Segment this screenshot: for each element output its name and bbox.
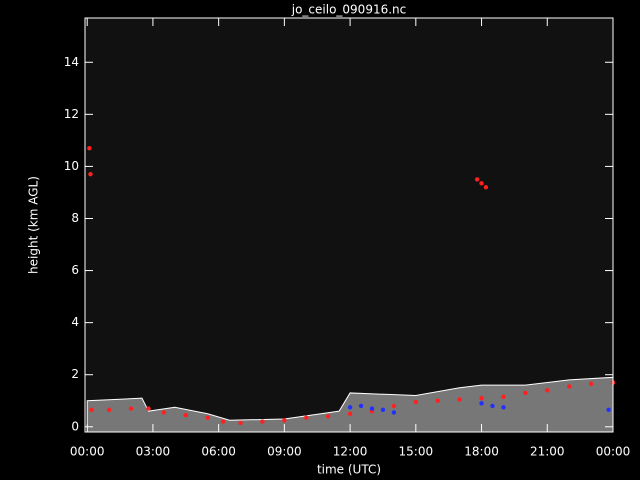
detection-point (106, 407, 112, 413)
detection-point (391, 410, 397, 415)
y-tick-label: 6 (71, 263, 79, 277)
detection-point (205, 415, 210, 420)
detection-point (369, 406, 375, 411)
plot-background (85, 18, 613, 432)
y-tick-label: 2 (71, 367, 79, 381)
detection-point (545, 388, 550, 393)
y-tick-label: 10 (64, 159, 79, 173)
x-tick-label: 15:00 (399, 445, 434, 459)
y-tick-label: 0 (71, 419, 79, 433)
detection-point (87, 145, 92, 151)
x-tick-label: 09:00 (267, 445, 302, 459)
detection-point (88, 172, 93, 177)
detection-point (413, 399, 419, 405)
detection-point (89, 407, 94, 413)
detection-point (358, 403, 364, 409)
detection-point (282, 418, 287, 423)
detection-point (260, 419, 265, 424)
x-tick-label: 18:00 (464, 445, 499, 459)
detection-point (523, 390, 528, 396)
detection-point (220, 419, 226, 424)
plot-frame (84, 17, 614, 433)
detection-point (347, 405, 353, 410)
x-tick-label: 06:00 (201, 445, 236, 459)
x-tick-label: 21:00 (530, 445, 565, 459)
y-axis-label: height (km AGL) (27, 176, 41, 274)
x-tick-label: 12:00 (333, 445, 368, 459)
x-tick-label: 03:00 (136, 445, 171, 459)
detection-point (435, 398, 440, 403)
chart-title: jo_ceilo_090916.nc (291, 3, 407, 17)
detection-point (391, 403, 397, 409)
detection-point (479, 181, 484, 186)
detection-point (128, 406, 134, 411)
y-tick-label: 4 (71, 315, 79, 329)
detection-point (483, 185, 489, 190)
detection-point (238, 420, 243, 426)
y-tick-label: 8 (71, 211, 79, 225)
x-tick-label: 00:00 (596, 445, 631, 459)
detection-point (479, 401, 484, 406)
detection-point (606, 407, 611, 413)
detection-point (490, 403, 495, 409)
detection-point (501, 405, 506, 410)
detection-point (183, 412, 188, 418)
detection-point (474, 177, 480, 182)
detection-point (347, 411, 353, 416)
detection-point (161, 410, 167, 415)
detection-point (304, 415, 309, 420)
detection-point (501, 394, 506, 400)
detection-point (588, 381, 594, 387)
detection-point (380, 407, 386, 413)
x-tick-label: 00:00 (70, 445, 105, 459)
x-axis-label: time (UTC) (317, 463, 381, 477)
detection-point (457, 397, 462, 402)
detection-point (479, 395, 484, 401)
detection-point (146, 406, 151, 411)
detection-point (325, 414, 331, 419)
y-tick-label: 14 (64, 55, 79, 69)
y-tick-label: 12 (64, 107, 79, 121)
detection-point (566, 384, 572, 389)
